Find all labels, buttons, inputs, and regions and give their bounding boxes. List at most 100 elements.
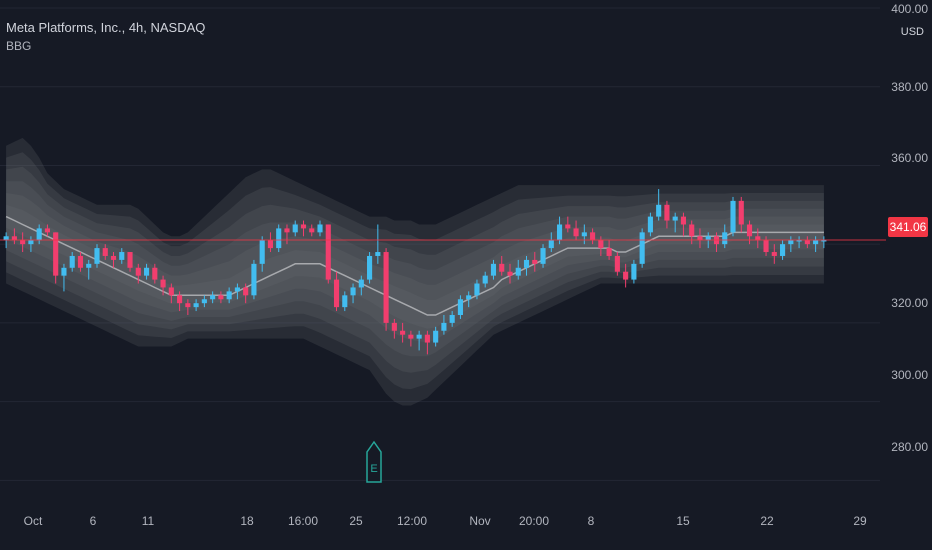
candle[interactable] bbox=[36, 224, 42, 245]
candle[interactable] bbox=[127, 252, 133, 272]
candle[interactable] bbox=[523, 255, 530, 276]
candle[interactable] bbox=[680, 212, 687, 237]
candle[interactable] bbox=[259, 236, 265, 272]
candle[interactable] bbox=[267, 232, 274, 253]
candle[interactable] bbox=[590, 228, 596, 245]
candle[interactable] bbox=[515, 259, 521, 280]
candle[interactable] bbox=[490, 259, 497, 280]
candle[interactable] bbox=[94, 244, 100, 268]
candle[interactable] bbox=[499, 255, 505, 276]
candle[interactable] bbox=[350, 283, 356, 304]
candle[interactable] bbox=[383, 248, 389, 331]
candle[interactable] bbox=[367, 252, 373, 284]
candle[interactable] bbox=[284, 224, 290, 245]
candle[interactable] bbox=[788, 236, 794, 253]
candle[interactable] bbox=[771, 244, 777, 264]
candle[interactable] bbox=[548, 232, 554, 253]
candle[interactable] bbox=[110, 252, 117, 268]
candle[interactable] bbox=[86, 259, 92, 280]
candle[interactable] bbox=[102, 244, 108, 260]
candle[interactable] bbox=[201, 295, 207, 308]
candle[interactable] bbox=[532, 252, 538, 272]
candle[interactable] bbox=[69, 252, 75, 272]
candle[interactable] bbox=[408, 330, 414, 347]
candle[interactable] bbox=[540, 244, 546, 268]
candle[interactable] bbox=[631, 259, 637, 284]
candle[interactable] bbox=[796, 236, 802, 249]
candle[interactable] bbox=[226, 287, 232, 304]
candle[interactable] bbox=[61, 263, 67, 292]
candle[interactable] bbox=[664, 200, 670, 229]
candle[interactable] bbox=[697, 228, 703, 249]
candle[interactable] bbox=[722, 224, 728, 249]
candle[interactable] bbox=[821, 236, 827, 249]
candle[interactable] bbox=[143, 263, 150, 280]
candle[interactable] bbox=[482, 271, 488, 288]
candle[interactable] bbox=[28, 236, 34, 253]
candle[interactable] bbox=[276, 224, 282, 253]
candle[interactable] bbox=[358, 275, 364, 296]
candle[interactable] bbox=[474, 279, 480, 300]
candle[interactable] bbox=[565, 216, 571, 233]
candle[interactable] bbox=[342, 291, 348, 312]
indicator-label[interactable]: BBG bbox=[6, 39, 32, 53]
candle[interactable] bbox=[292, 220, 298, 237]
candle[interactable] bbox=[416, 330, 422, 351]
candle[interactable] bbox=[152, 263, 158, 284]
candle[interactable] bbox=[160, 275, 166, 296]
candle[interactable] bbox=[623, 263, 629, 288]
candle[interactable] bbox=[234, 283, 240, 300]
candle[interactable] bbox=[573, 220, 579, 241]
candles[interactable] bbox=[3, 189, 827, 355]
candle[interactable] bbox=[507, 263, 513, 284]
candle[interactable] bbox=[441, 315, 447, 335]
candle[interactable] bbox=[804, 236, 810, 249]
candle[interactable] bbox=[606, 240, 612, 260]
candle[interactable] bbox=[243, 283, 249, 304]
candle[interactable] bbox=[647, 212, 653, 237]
candle[interactable] bbox=[53, 232, 59, 284]
candle[interactable] bbox=[449, 311, 455, 327]
candle[interactable] bbox=[317, 220, 323, 237]
candle[interactable] bbox=[813, 236, 819, 253]
candle[interactable] bbox=[309, 224, 315, 237]
candle[interactable] bbox=[457, 295, 463, 319]
candle[interactable] bbox=[656, 189, 662, 221]
candle[interactable] bbox=[135, 263, 141, 284]
candle[interactable] bbox=[168, 283, 174, 304]
candle[interactable] bbox=[119, 248, 125, 264]
candle[interactable] bbox=[581, 224, 587, 245]
candle[interactable] bbox=[20, 232, 26, 253]
candle[interactable] bbox=[780, 240, 786, 260]
candle[interactable] bbox=[185, 299, 191, 316]
candle[interactable] bbox=[400, 322, 406, 343]
candle[interactable] bbox=[614, 252, 620, 276]
candle[interactable] bbox=[730, 196, 736, 237]
candle[interactable] bbox=[639, 228, 645, 268]
candle[interactable] bbox=[424, 330, 430, 355]
earnings-icon[interactable]: E bbox=[366, 440, 382, 483]
candle[interactable] bbox=[738, 196, 744, 233]
candle[interactable] bbox=[193, 299, 199, 312]
candle[interactable] bbox=[77, 252, 84, 272]
candle[interactable] bbox=[251, 259, 257, 300]
candle[interactable] bbox=[177, 291, 183, 312]
candle[interactable] bbox=[44, 224, 50, 237]
candle[interactable] bbox=[210, 291, 216, 304]
candle[interactable] bbox=[218, 291, 224, 304]
candle[interactable] bbox=[391, 318, 397, 339]
candle[interactable] bbox=[300, 220, 307, 237]
candle[interactable] bbox=[11, 228, 17, 245]
candle[interactable] bbox=[672, 212, 678, 233]
symbol-title[interactable]: Meta Platforms, Inc., 4h, NASDAQ bbox=[6, 20, 206, 35]
currency-label[interactable]: USD bbox=[900, 26, 924, 38]
earnings-marker[interactable]: E bbox=[366, 440, 382, 483]
candle[interactable] bbox=[755, 228, 761, 249]
candle[interactable] bbox=[466, 291, 472, 308]
candle[interactable] bbox=[325, 224, 331, 284]
candle[interactable] bbox=[375, 224, 381, 264]
candle[interactable] bbox=[433, 326, 439, 347]
candle[interactable] bbox=[333, 271, 340, 312]
